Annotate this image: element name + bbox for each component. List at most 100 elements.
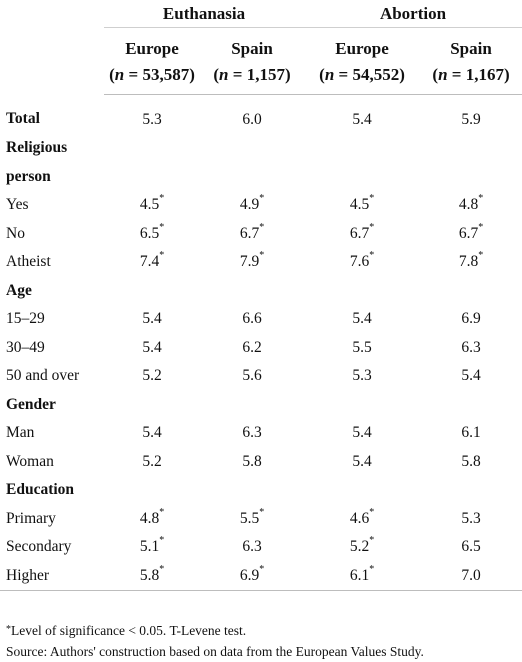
value-cell: 6.2 (200, 334, 304, 363)
significance-asterisk: * (259, 221, 265, 233)
row-label: Secondary (6, 538, 72, 556)
cell-value: 6.3 (242, 538, 262, 556)
row-label: No (6, 224, 25, 242)
value-cell: 6.6 (200, 305, 304, 334)
cell-value: 5.5 (352, 338, 372, 356)
row-label: Atheist (6, 253, 51, 271)
cell-value: 6.3 (461, 338, 481, 356)
cell-value: 6.7 (239, 224, 260, 242)
row-label: Higher (0, 561, 104, 591)
section-label: person (6, 167, 51, 185)
cell-value: 5.2 (142, 452, 162, 470)
value-cell (420, 163, 522, 192)
value-cell: 5.2 (104, 448, 200, 477)
cell-value: 5.8 (461, 452, 481, 470)
value-cell: 6.3 (420, 334, 522, 363)
value-cell: 5.4 (304, 419, 420, 448)
significance-asterisk: * (259, 250, 265, 262)
subheader-name: Spain (450, 39, 492, 58)
cell-value: 5.4 (352, 310, 372, 328)
table-body: Total 5.3 6.0 5.4 5.9 Religious person Yes 4.5* 4… (0, 95, 522, 591)
row-label: 15–29 (6, 310, 45, 328)
cell-value: 5.6 (242, 367, 262, 385)
significance-asterisk: * (478, 250, 484, 262)
cell-value: 6.5 (139, 224, 160, 242)
value-cell (304, 134, 420, 163)
empty-label-header (0, 28, 104, 95)
value-cell: 6.1* (304, 561, 421, 591)
results-table: Euthanasia Abortion Europe (n = 53,587) … (0, 0, 522, 591)
value-cell: 5.8 (200, 448, 304, 477)
table-header: Euthanasia Abortion Europe (n = 53,587) … (0, 0, 522, 95)
cell-value: 6.2 (242, 338, 262, 356)
cell-value: 5.4 (352, 110, 372, 128)
group-header-row: Euthanasia Abortion (0, 0, 522, 28)
cell-value: 5.8 (139, 566, 160, 584)
significance-asterisk: * (478, 193, 484, 205)
cell-value: 6.1 (349, 566, 370, 584)
value-cell (104, 163, 200, 192)
section-label: Education (6, 481, 75, 499)
table-row: Total 5.3 6.0 5.4 5.9 (0, 95, 522, 135)
value-cell: 5.3 (304, 362, 420, 391)
cell-value: 5.3 (461, 509, 481, 527)
cell-value: 6.7 (349, 224, 370, 242)
cell-value: 4.5 (139, 196, 160, 214)
value-cell: 4.6* (304, 505, 420, 534)
value-cell (104, 391, 200, 420)
cell-value: 6.5 (461, 538, 481, 556)
subheader-n: (n = 54,552) (319, 65, 405, 84)
cell-value: 5.4 (142, 310, 162, 328)
significance-asterisk: * (159, 535, 165, 547)
table-row: Gender (0, 391, 522, 420)
row-label: Woman (6, 452, 54, 470)
significance-asterisk: * (259, 506, 265, 518)
value-cell (420, 476, 522, 505)
cell-value: 5.4 (352, 424, 372, 442)
subheader-europe-euthanasia: Europe (n = 53,587) (104, 27, 200, 95)
value-cell: 4.5* (104, 191, 200, 220)
value-cell: 5.1* (104, 533, 200, 562)
value-cell: 7.0 (420, 561, 522, 591)
cell-value: 7.4 (139, 253, 160, 271)
value-cell: 5.5* (200, 505, 304, 534)
group-header-abortion: Abortion (304, 0, 522, 28)
subheader-n: (n = 1,157) (213, 65, 291, 84)
value-cell: 5.2* (304, 533, 420, 562)
value-cell (200, 391, 304, 420)
table-row: Man 5.4 6.3 5.4 6.1 (0, 419, 522, 448)
value-cell: 5.4 (304, 448, 420, 477)
cell-value: 5.2 (142, 367, 162, 385)
value-cell: 5.4 (104, 334, 200, 363)
cell-value: 5.2 (349, 538, 370, 556)
value-cell (420, 391, 522, 420)
value-cell: 5.4 (304, 305, 420, 334)
significance-asterisk: * (259, 193, 265, 205)
cell-value: 5.3 (352, 367, 372, 385)
cell-value: 7.0 (461, 566, 481, 584)
table-row: Education (0, 476, 522, 505)
subheader-europe-abortion: Europe (n = 54,552) (304, 27, 421, 95)
value-cell: 5.3 (420, 505, 522, 534)
value-cell (200, 134, 304, 163)
value-cell: 5.4 (420, 362, 522, 391)
value-cell: 5.4 (104, 419, 200, 448)
significance-asterisk: * (159, 193, 165, 205)
cell-value: 5.8 (242, 452, 262, 470)
value-cell: 5.8 (420, 448, 522, 477)
empty-corner-cell (0, 0, 104, 28)
value-cell: 5.3 (104, 95, 200, 135)
table-row: Secondary 5.1* 6.3 5.2* 6.5 (0, 533, 522, 562)
value-cell (200, 476, 304, 505)
cell-value: 6.9 (461, 310, 481, 328)
significance-asterisk: * (159, 250, 165, 262)
cell-value: 6.0 (242, 110, 262, 128)
table-row: 15–29 5.4 6.6 5.4 6.9 (0, 305, 522, 334)
footnotes: *Level of significance < 0.05. T-Levene … (6, 620, 424, 662)
row-label: 50 and over (6, 367, 80, 385)
cell-value: 4.8 (458, 196, 479, 214)
cell-value: 5.1 (139, 538, 160, 556)
significance-asterisk: * (369, 221, 375, 233)
value-cell: 4.8* (104, 505, 200, 534)
value-cell: 5.9 (420, 95, 522, 135)
